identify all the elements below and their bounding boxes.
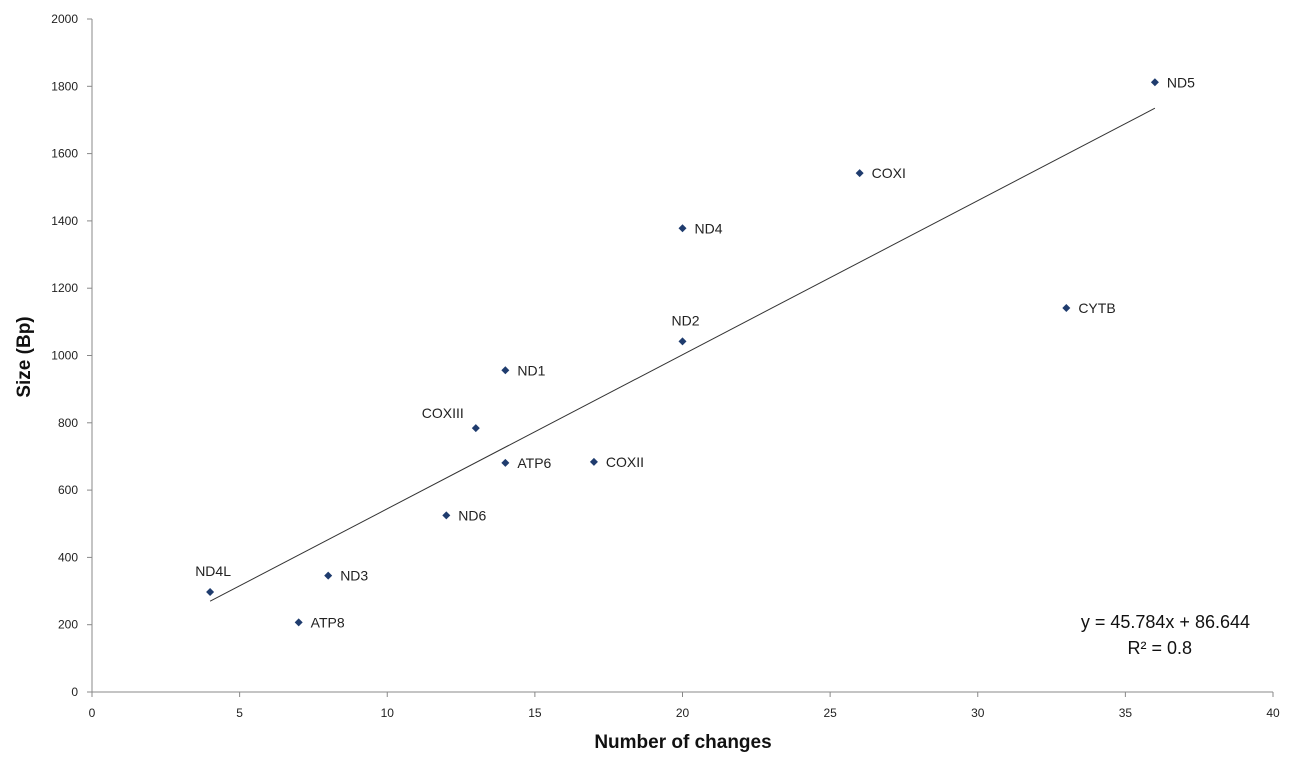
y-tick-label: 0 xyxy=(71,685,78,699)
data-point xyxy=(589,457,598,466)
data-point xyxy=(442,511,451,520)
data-point-label: ATP8 xyxy=(311,614,345,630)
data-point xyxy=(501,366,510,375)
points-group: ND4L ATP8 ND3 ND6 COXIII ND1 ATP6 COXII ND2 ND4 CO… xyxy=(195,74,1195,630)
data-point xyxy=(678,224,687,233)
trendline-equation: y = 45.784x + 86.644 xyxy=(1081,612,1250,632)
data-point-label: ND4 xyxy=(695,220,723,236)
y-tick-label: 1600 xyxy=(51,147,78,161)
data-point-label: ND2 xyxy=(671,312,699,328)
data-point-label: CYTB xyxy=(1078,300,1115,316)
x-axis-title: Number of changes xyxy=(594,732,771,753)
y-tick-label: 1400 xyxy=(51,214,78,228)
data-point xyxy=(678,337,687,346)
data-point xyxy=(1062,304,1071,313)
data-point xyxy=(294,618,303,627)
y-tick-label: 1800 xyxy=(51,79,78,93)
x-tick-label: 0 xyxy=(89,706,96,720)
trendline xyxy=(209,107,1156,602)
data-point-label: COXI xyxy=(872,165,906,181)
data-point-label: COXII xyxy=(606,454,644,470)
data-point xyxy=(501,458,510,467)
y-tick-label: 400 xyxy=(58,550,78,564)
data-point xyxy=(206,588,215,597)
data-point-label: ND5 xyxy=(1167,74,1195,90)
data-point-label: ND6 xyxy=(458,507,486,523)
data-point xyxy=(855,169,864,178)
x-tick-label: 20 xyxy=(676,706,690,720)
x-tick-label: 15 xyxy=(528,706,542,720)
x-tick-label: 25 xyxy=(823,706,837,720)
data-point-label: ND3 xyxy=(340,568,368,584)
data-point-label: COXIII xyxy=(422,405,464,421)
y-tick-label: 1200 xyxy=(51,281,78,295)
y-tick-label: 800 xyxy=(58,416,78,430)
y-tick-label: 1000 xyxy=(51,349,78,363)
x-tick-label: 10 xyxy=(381,706,395,720)
x-tick-label: 35 xyxy=(1119,706,1133,720)
x-tick-label: 40 xyxy=(1266,706,1280,720)
y-tick-label: 2000 xyxy=(51,12,78,26)
data-point-label: ATP6 xyxy=(517,455,551,471)
trendline-group xyxy=(209,107,1156,602)
data-point xyxy=(324,571,333,580)
y-axis-title: Size (Bp) xyxy=(14,316,35,397)
axes-group: 0 200 400 600 800 1000 1200 1400 1600 1800 2000 0 5 1… xyxy=(51,12,1280,720)
data-point xyxy=(471,424,480,433)
data-point xyxy=(1150,78,1159,87)
x-tick-label: 5 xyxy=(236,706,243,720)
y-tick-label: 600 xyxy=(58,483,78,497)
y-tick-label: 200 xyxy=(58,618,78,632)
x-tick-label: 30 xyxy=(971,706,985,720)
data-point-label: ND4L xyxy=(195,563,231,579)
r-squared-label: R² = 0.8 xyxy=(1127,638,1192,658)
data-point-label: ND1 xyxy=(517,362,545,378)
